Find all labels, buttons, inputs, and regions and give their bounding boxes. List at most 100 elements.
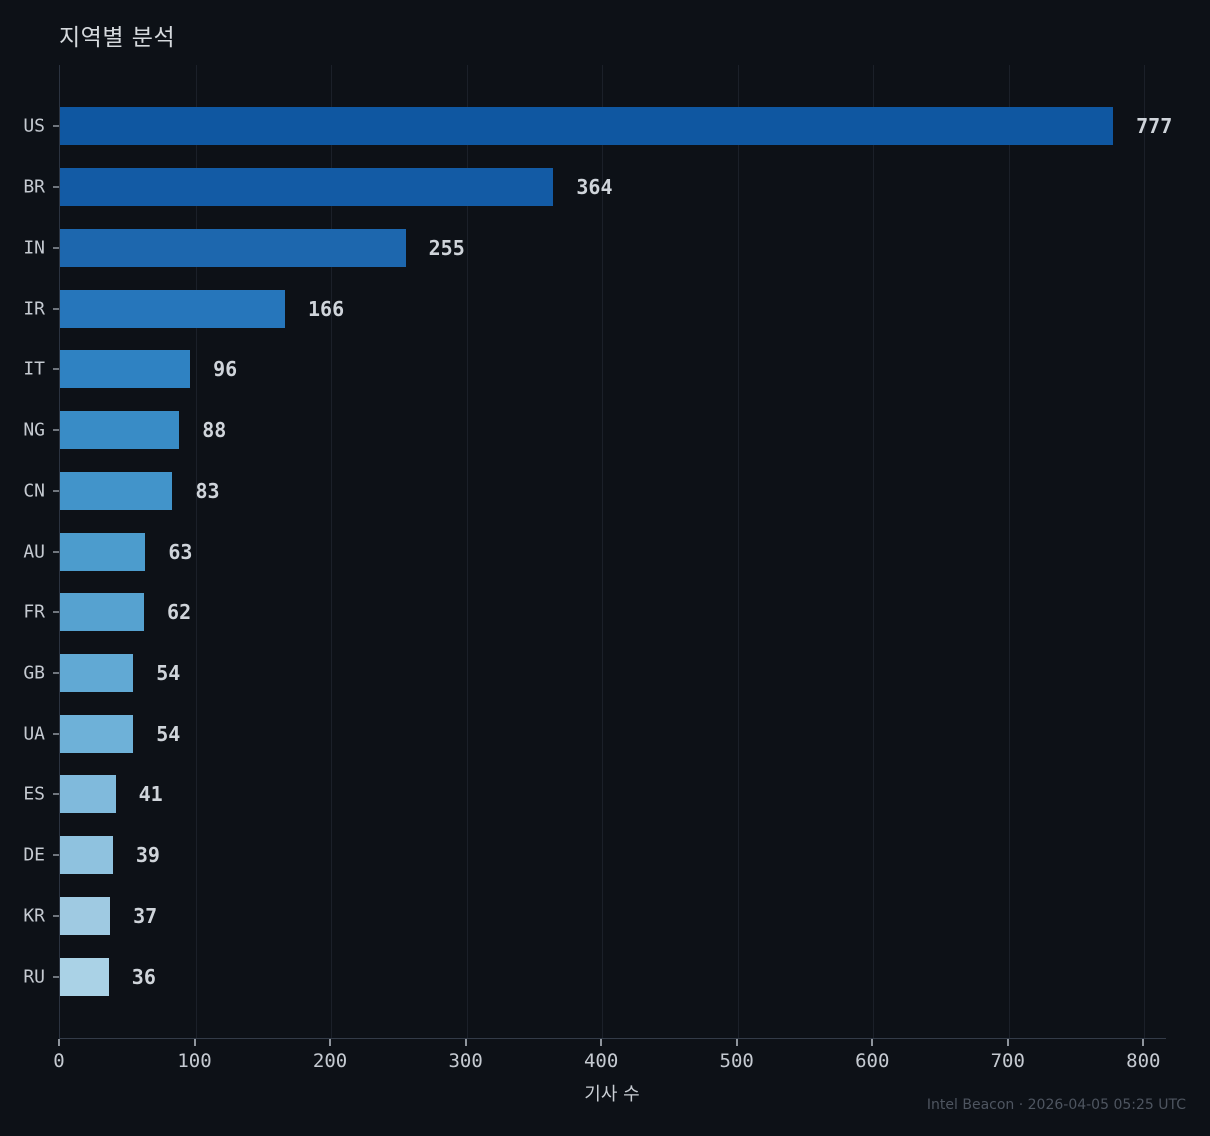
category-label: RU	[23, 966, 45, 988]
category-label: CN	[23, 480, 45, 502]
footer-note: Intel Beacon · 2026-04-05 05:25 UTC	[926, 1097, 1186, 1113]
bar	[60, 228, 406, 267]
bar	[60, 775, 116, 814]
bar	[60, 350, 191, 389]
value-label: 96	[213, 357, 238, 382]
bar-row: NG 88	[23, 400, 1166, 461]
y-axis-tick	[53, 914, 59, 917]
bar-row: US 777	[23, 96, 1172, 157]
chart-title: 지역별 분석	[59, 25, 176, 51]
category-label: US	[23, 115, 45, 137]
value-label: 83	[195, 478, 220, 503]
value-label: 39	[135, 843, 160, 868]
y-axis-tick	[53, 246, 59, 249]
y-axis-tick	[53, 307, 59, 310]
category-label: KR	[23, 905, 45, 927]
bar-row: UA 54	[23, 703, 1166, 764]
x-axis-tick	[1006, 1039, 1009, 1046]
value-label: 777	[1136, 114, 1173, 139]
y-axis-tick	[53, 611, 59, 614]
bar	[60, 532, 146, 571]
x-tick-label: 100	[177, 1050, 212, 1072]
bar	[60, 714, 134, 753]
value-label: 364	[576, 175, 613, 200]
bar	[60, 107, 1114, 146]
y-axis-tick	[53, 368, 59, 371]
category-label: AU	[23, 541, 45, 562]
bar	[60, 653, 134, 692]
value-label: 54	[156, 721, 181, 746]
y-axis-tick	[53, 793, 59, 796]
x-axis-tick	[464, 1039, 467, 1046]
gridline	[195, 65, 197, 1038]
y-axis-tick	[53, 550, 59, 553]
value-label: 63	[168, 539, 193, 564]
value-label: 62	[167, 600, 192, 625]
gridline	[602, 65, 604, 1038]
x-axis-tick	[193, 1039, 196, 1046]
x-axis-title: 기사 수	[584, 1084, 640, 1105]
bar	[60, 896, 111, 935]
category-label: IN	[23, 237, 45, 259]
x-tick-label: 500	[719, 1050, 754, 1072]
bar	[60, 471, 173, 510]
x-axis-tick	[1142, 1039, 1145, 1046]
gridline	[331, 65, 333, 1038]
bar-row: IT 96	[23, 339, 1166, 400]
y-axis-tick	[53, 854, 59, 857]
bar	[60, 168, 554, 207]
category-label: BR	[23, 176, 45, 198]
gridline	[1008, 65, 1010, 1038]
y-axis-tick	[53, 975, 59, 978]
category-label: GB	[23, 662, 45, 684]
y-axis-tick	[53, 186, 59, 189]
category-label: NG	[23, 419, 45, 441]
bar-row: CN 83	[23, 460, 1166, 521]
value-label: 255	[428, 235, 465, 260]
bar	[60, 957, 109, 996]
y-axis-tick	[53, 429, 59, 432]
value-label: 54	[156, 660, 181, 685]
x-tick-label: 200	[312, 1050, 348, 1072]
gridline	[1144, 65, 1146, 1038]
category-label: FR	[23, 601, 45, 623]
y-axis-tick	[53, 732, 59, 735]
bar	[60, 836, 113, 875]
value-label: 88	[202, 418, 227, 443]
value-label: 36	[131, 964, 156, 989]
y-axis-tick	[53, 671, 59, 674]
x-axis-tick	[329, 1039, 332, 1046]
bar-row: IN 255	[23, 217, 1166, 278]
category-label: UA	[23, 723, 45, 745]
category-label: IR	[23, 298, 45, 320]
x-axis-tick	[600, 1039, 603, 1046]
y-axis-tick	[53, 125, 59, 128]
x-tick-label: 800	[1126, 1050, 1161, 1072]
x-tick-label: 300	[448, 1050, 483, 1072]
bar-row: BR 364	[23, 157, 1166, 218]
category-label: IT	[23, 358, 45, 380]
bar-row: GB 54	[23, 643, 1166, 704]
category-label: DE	[23, 844, 45, 866]
gridline	[466, 65, 468, 1038]
x-axis-tick	[871, 1039, 874, 1046]
bar-row: IR 166	[23, 278, 1166, 339]
value-label: 41	[138, 782, 163, 807]
x-axis-tick	[58, 1039, 60, 1046]
y-axis-tick	[53, 489, 59, 492]
bar-row: FR 62	[23, 582, 1166, 643]
value-label: 37	[133, 903, 158, 928]
category-label: ES	[23, 783, 45, 805]
x-tick-label: 700	[990, 1050, 1025, 1072]
bar	[60, 289, 285, 328]
x-tick-label: 0	[53, 1050, 65, 1072]
bar-rows-container: US 777 BR 364 IN 255 IR 166 IT 96 NG 88 …	[23, 65, 1172, 1038]
bar-row: KR 37	[23, 886, 1166, 947]
gridline	[873, 65, 875, 1038]
x-axis-tick	[735, 1039, 738, 1046]
bar-row: DE 39	[23, 825, 1166, 886]
plot-area: US 777 BR 364 IN 255 IR 166 IT 96 NG 88 …	[23, 65, 1172, 1039]
gridline	[737, 65, 739, 1038]
